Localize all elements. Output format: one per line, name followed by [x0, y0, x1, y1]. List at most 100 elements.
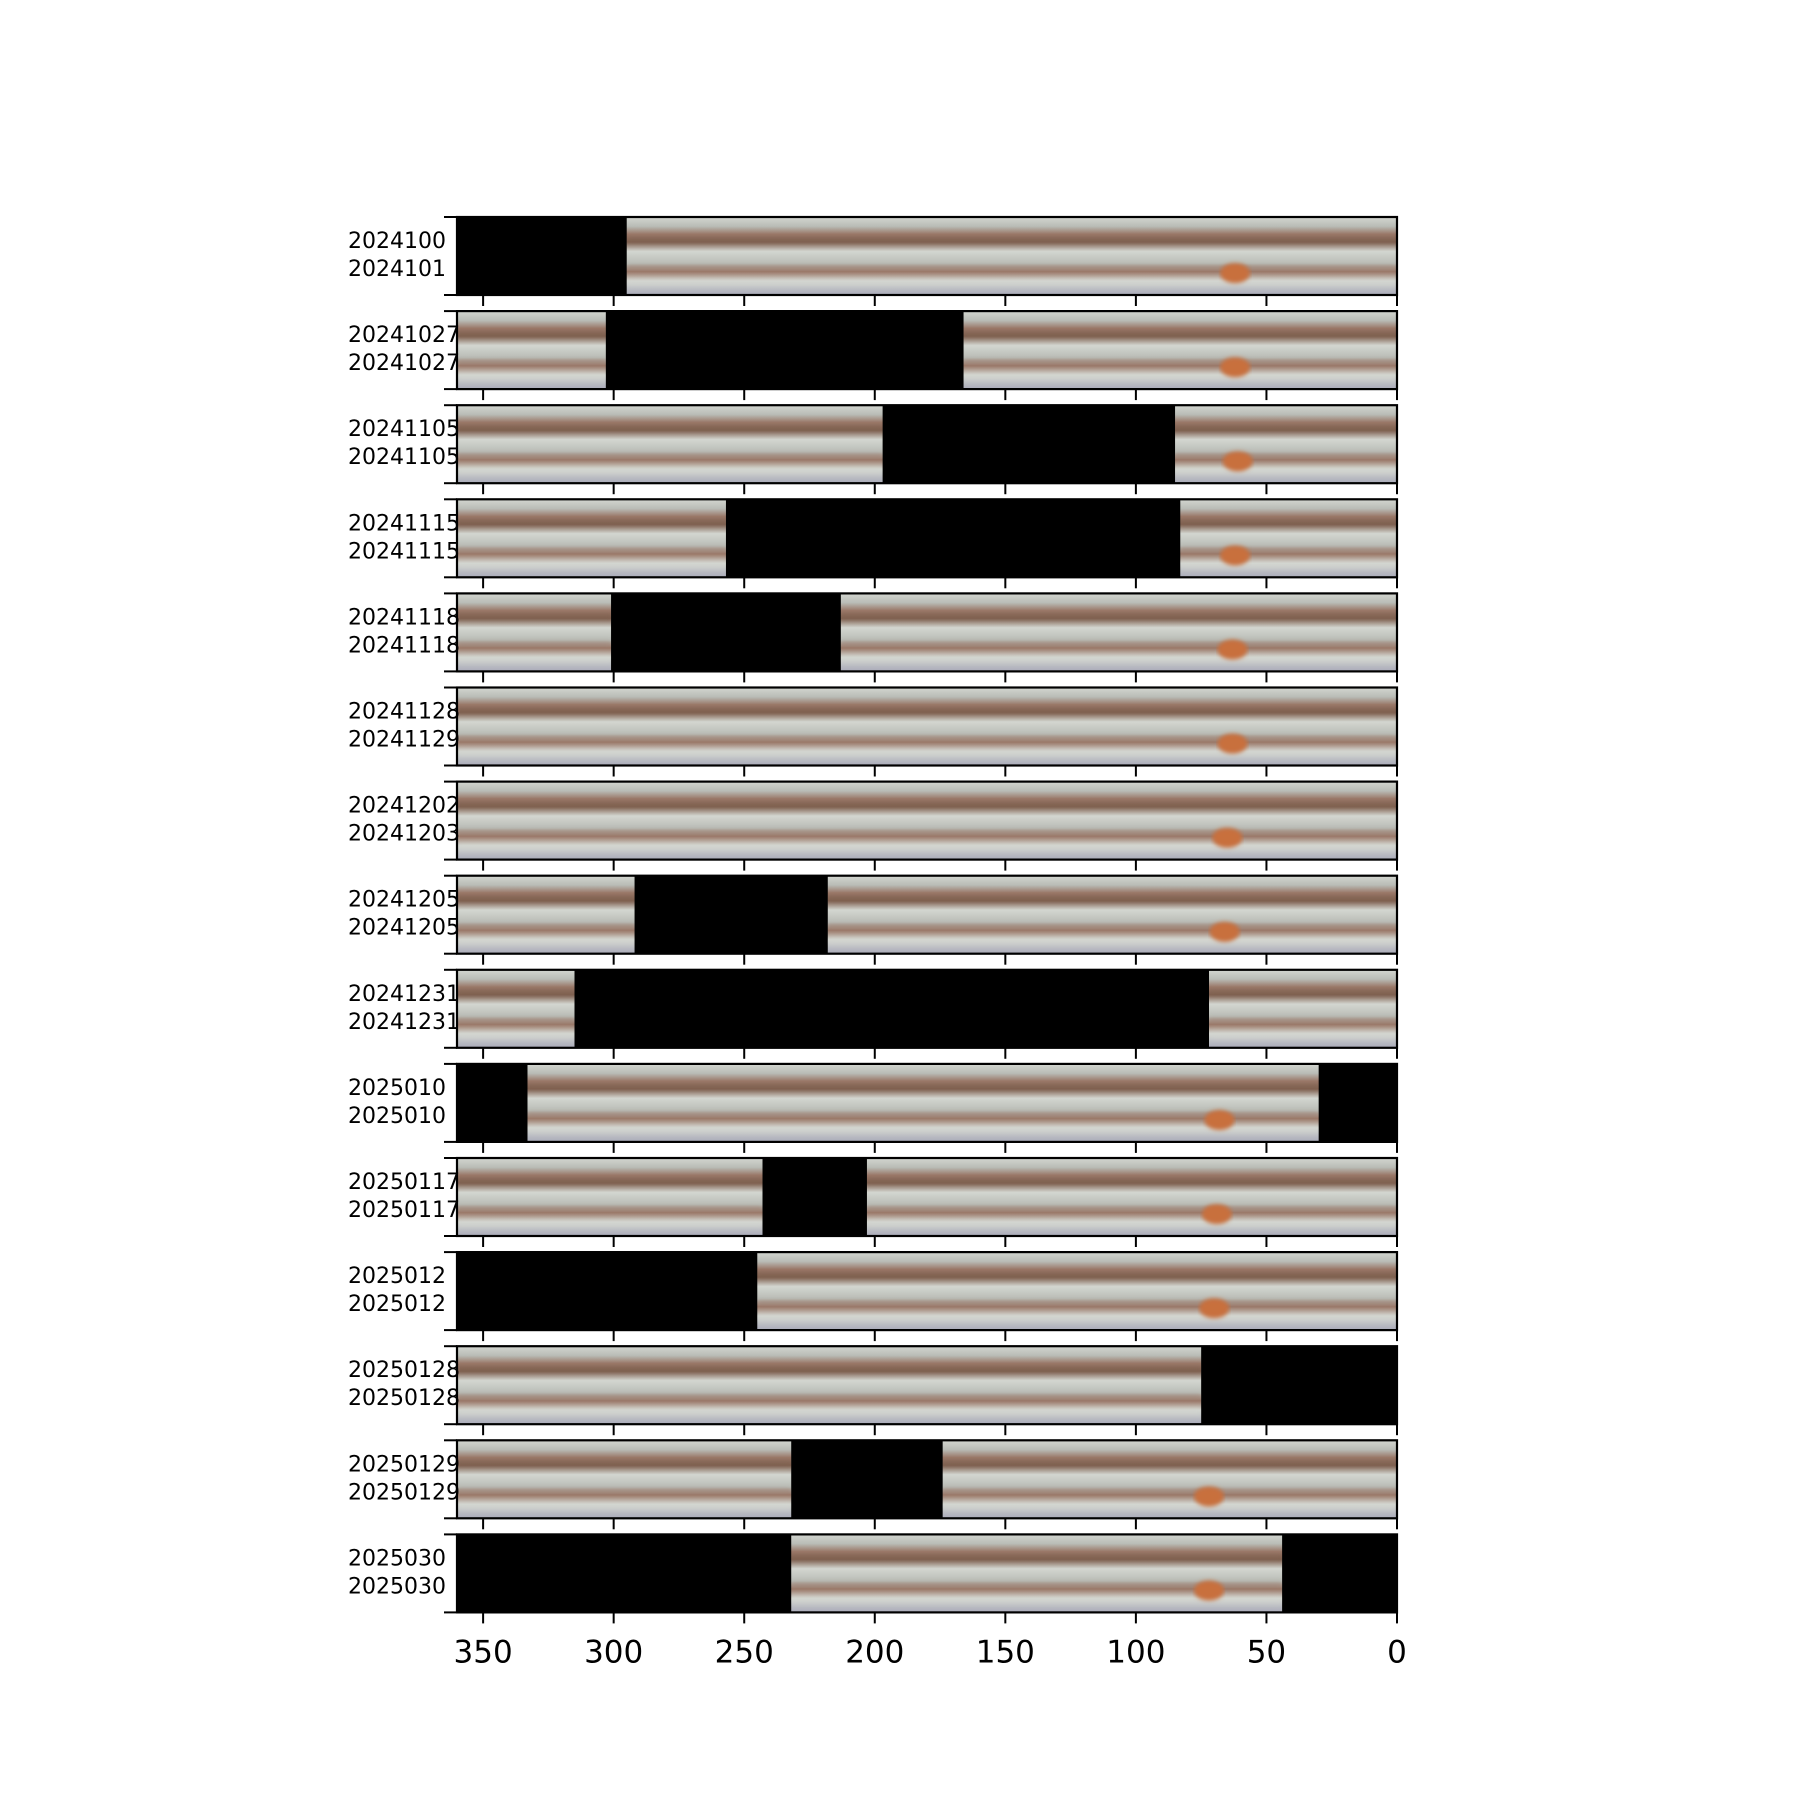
- date-label: 20241027: [348, 351, 460, 376]
- map-row: 2024100 2024101: [348, 215, 1399, 306]
- date-label: 20241128: [348, 700, 460, 725]
- row-frame: [455, 874, 1399, 955]
- date-label: 20241129: [348, 728, 460, 753]
- map-row: 20241027 20241027: [348, 310, 1399, 401]
- date-label: 2024100: [348, 229, 446, 254]
- date-label: 20241115: [348, 539, 460, 564]
- date-label: 2025012: [348, 1292, 446, 1317]
- red-spot: [1212, 827, 1243, 848]
- coverage-segment: [1175, 405, 1397, 484]
- date-label: 20241027: [348, 323, 460, 348]
- row-frame: [455, 1250, 1399, 1332]
- date-label: 20250129: [348, 1452, 460, 1477]
- coverage-segment: [527, 1063, 1319, 1142]
- row-frame: [455, 310, 1399, 391]
- date-label: 2025030: [348, 1546, 446, 1571]
- map-row: 20241105 20241105: [348, 404, 1399, 495]
- red-spot: [1220, 545, 1251, 566]
- x-tick-label: 300: [584, 1634, 643, 1670]
- row-frame: [455, 1156, 1399, 1238]
- coverage-segment: [840, 593, 1397, 672]
- map-rows: 2024100202410120241027202410272024110520…: [348, 215, 1399, 1624]
- row-frame: [455, 592, 1399, 673]
- red-spot: [1222, 451, 1253, 472]
- red-spot: [1220, 357, 1251, 378]
- date-label: 20250128: [348, 1358, 460, 1383]
- date-label: 20241105: [348, 417, 460, 442]
- date-label: 20241205: [348, 888, 460, 913]
- date-label: 2025030: [348, 1574, 446, 1599]
- coverage-segment: [457, 1440, 792, 1519]
- map-row: 20241128 20241129: [348, 686, 1399, 777]
- date-label: 20241205: [348, 916, 460, 941]
- date-label: 20250117: [348, 1170, 460, 1195]
- coverage-segment: [942, 1440, 1397, 1519]
- coverage-segment: [457, 593, 612, 672]
- red-spot: [1199, 1298, 1230, 1319]
- red-spot: [1194, 1580, 1224, 1601]
- x-tick-label: 350: [454, 1634, 513, 1670]
- coverage-segment: [757, 1252, 1397, 1331]
- map-row: 20250128 20250128: [348, 1345, 1399, 1436]
- date-label: 20241105: [348, 445, 460, 470]
- date-label: 2024101: [348, 257, 446, 282]
- coverage-segment: [1180, 499, 1397, 578]
- date-label: 20241231: [348, 1010, 460, 1035]
- x-tick-label: 200: [845, 1634, 904, 1670]
- row-frame: [455, 1062, 1399, 1144]
- red-spot: [1217, 639, 1248, 660]
- coverage-segment: [457, 969, 575, 1048]
- x-axis: 350 300 250 200 150 100 50 0: [454, 1634, 1407, 1670]
- map-row: 20250117 20250117: [348, 1156, 1399, 1247]
- red-spot: [1201, 1204, 1232, 1225]
- row-frame: [455, 498, 1399, 579]
- date-label: 20241115: [348, 511, 460, 536]
- row-frame: [455, 968, 1399, 1049]
- map-row: 20241115 20241115: [348, 498, 1399, 589]
- coverage-segment: [626, 217, 1397, 295]
- coverage-segment: [866, 1158, 1397, 1236]
- date-label: 2025012: [348, 1264, 446, 1289]
- map-row: 20241118 20241118: [348, 592, 1399, 683]
- coverage-segment: [457, 311, 606, 390]
- map-row: 20241205 20241205: [348, 874, 1399, 965]
- map-row: 2025010 2025010: [348, 1062, 1399, 1153]
- coverage-segment: [791, 1534, 1283, 1613]
- row-frame: [455, 686, 1399, 767]
- map-row: 20250129 20250129: [348, 1439, 1399, 1530]
- x-tick-label: 50: [1247, 1634, 1286, 1670]
- x-tick-label: 250: [715, 1634, 774, 1670]
- x-tick-label: 150: [976, 1634, 1035, 1670]
- red-spot: [1220, 263, 1251, 284]
- row-frame: [455, 1533, 1399, 1614]
- x-tick-label: 100: [1106, 1634, 1165, 1670]
- date-label: 20241118: [348, 633, 460, 658]
- map-row: 2025012 2025012: [348, 1250, 1399, 1342]
- coverage-segment: [457, 687, 1397, 766]
- red-spot: [1209, 921, 1240, 942]
- red-spot: [1194, 1486, 1224, 1507]
- date-label: 2025010: [348, 1104, 446, 1129]
- date-label: 2025010: [348, 1076, 446, 1101]
- date-label: 20241118: [348, 605, 460, 630]
- coverage-segment: [457, 781, 1397, 860]
- red-spot: [1217, 733, 1248, 754]
- row-frame: [455, 404, 1399, 485]
- coverage-segment: [457, 875, 635, 954]
- row-frame: [455, 215, 1399, 297]
- date-label: 20250128: [348, 1386, 460, 1411]
- row-frame: [455, 1439, 1399, 1520]
- map-row: 2025030 2025030: [348, 1533, 1399, 1624]
- row-frame: [455, 780, 1399, 861]
- map-row: 20241202 20241203: [348, 780, 1399, 871]
- date-label: 20241203: [348, 822, 460, 847]
- date-label: 20250117: [348, 1198, 460, 1223]
- coverage-segment: [963, 311, 1397, 390]
- coverage-segment: [457, 499, 726, 578]
- coverage-segment: [827, 875, 1397, 954]
- row-frame: [455, 1345, 1399, 1426]
- coverage-segment: [1209, 969, 1397, 1048]
- date-label: 20250129: [348, 1480, 460, 1505]
- coverage-segment: [457, 1158, 763, 1236]
